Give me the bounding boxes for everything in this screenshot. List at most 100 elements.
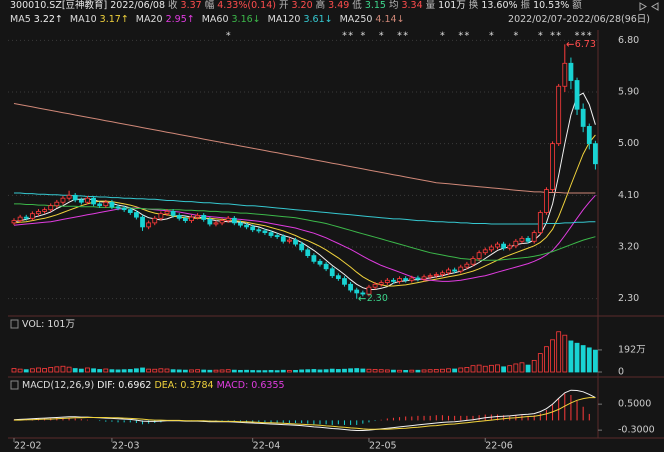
volume-bar <box>146 368 152 373</box>
candle-body <box>293 239 298 245</box>
candle-body <box>488 246 494 251</box>
volume-bar <box>250 370 256 373</box>
candle-body <box>140 216 145 228</box>
legend-name: MA120 <box>267 14 301 25</box>
candle-body <box>384 279 390 283</box>
volume-bar <box>11 368 17 373</box>
field-value: 10.53% <box>533 0 570 11</box>
pane-icon[interactable] <box>10 319 19 329</box>
candle-body <box>195 215 201 218</box>
volume-bar <box>36 367 41 373</box>
annotation-line <box>566 41 570 45</box>
volume-bar <box>458 367 464 373</box>
candle-body <box>164 210 170 215</box>
event-marker: * <box>397 31 402 42</box>
volume-bar <box>256 370 262 373</box>
volume-bar <box>586 347 592 373</box>
volume-bar <box>421 369 427 373</box>
event-marker: * <box>348 31 353 42</box>
x-tick-label: 22-02 <box>14 441 42 452</box>
candle-body <box>439 272 445 275</box>
volume-bar <box>115 369 121 373</box>
volume-bar <box>152 368 158 373</box>
volume-bar <box>85 367 90 373</box>
field-label: 高 <box>315 0 326 11</box>
candle-body <box>342 278 347 285</box>
volume-bar <box>323 369 329 373</box>
candle-body <box>23 216 29 219</box>
volume-bar <box>366 368 372 373</box>
field-label: 收 <box>168 0 178 11</box>
event-marker: * <box>458 31 463 42</box>
candle-body <box>133 212 139 218</box>
volume-bar <box>537 353 543 373</box>
field-value: 3.15 <box>364 0 386 11</box>
volume-bar <box>464 366 470 373</box>
x-tick-label: 22-05 <box>369 441 397 452</box>
pane-icon[interactable] <box>10 380 19 390</box>
volume-bar <box>286 370 292 373</box>
candle-body <box>42 209 47 212</box>
volume-bar <box>164 368 170 373</box>
field-value: 3.34 <box>401 0 423 11</box>
field-label: 开 <box>278 0 289 11</box>
event-marker: * <box>575 31 580 42</box>
volume-bar <box>568 340 574 373</box>
nav-arrow[interactable] <box>639 2 647 11</box>
event-marker: * <box>342 31 347 42</box>
macd-legend: MACD: 0.6355 <box>216 380 285 391</box>
x-tick-label: 22-03 <box>112 441 140 452</box>
volume-bar <box>213 369 219 373</box>
volume-bar <box>391 369 396 373</box>
candle-body <box>458 266 464 272</box>
volume-bar <box>470 365 476 373</box>
volume-bar <box>384 369 390 373</box>
symbol: 300010.SZ[豆神教育] <box>10 0 108 11</box>
candle-body <box>409 277 415 281</box>
volume-bar <box>29 368 35 373</box>
candle-body <box>574 80 580 110</box>
candle-body <box>268 232 274 236</box>
candle-body <box>305 249 311 256</box>
macd-label: MACD(12,26,9) <box>22 380 95 391</box>
volume-bar <box>195 369 201 373</box>
volume-bar <box>158 368 164 373</box>
volume-bar <box>78 368 84 373</box>
ma-line <box>14 203 596 261</box>
volume-bar <box>335 369 341 373</box>
volume-bar <box>580 345 586 373</box>
volume-bar <box>305 369 311 373</box>
volume-bar <box>127 369 133 373</box>
candle-body <box>544 189 549 213</box>
event-marker: * <box>360 31 365 42</box>
candle-body <box>403 278 409 281</box>
candle-body <box>354 289 360 294</box>
field-label: 换 <box>468 0 479 11</box>
volume-bar <box>299 369 305 373</box>
legend-name: MA250 <box>339 14 373 25</box>
candle-body <box>323 263 329 270</box>
candle-body <box>329 268 335 277</box>
ma-legend: MA5 3.22↑ MA10 3.17↑ MA20 2.95↑ MA60 3.16↓ MA120… <box>10 14 412 26</box>
volume-bar <box>329 368 335 373</box>
volume-bar <box>372 369 378 373</box>
candle-body <box>244 224 249 228</box>
volume-bar <box>439 368 445 373</box>
volume-bar <box>415 369 421 373</box>
legend-value: 4.14↓ <box>375 14 405 25</box>
macd-line <box>13 389 596 431</box>
volume-bar <box>433 369 439 373</box>
candle-body <box>115 206 121 209</box>
candle-body <box>176 215 182 219</box>
candle-body <box>470 258 476 265</box>
candle-body <box>103 201 109 207</box>
nav-arrow[interactable] <box>651 2 659 11</box>
candle-body <box>348 283 354 291</box>
y-tick-label: 5.90 <box>618 86 639 97</box>
candle-body <box>360 292 366 295</box>
candle-body <box>580 108 586 127</box>
y-tick-label: 3.20 <box>618 241 639 252</box>
volume-bar <box>293 369 298 373</box>
candle-body <box>513 240 519 247</box>
volume-bar <box>488 364 494 373</box>
